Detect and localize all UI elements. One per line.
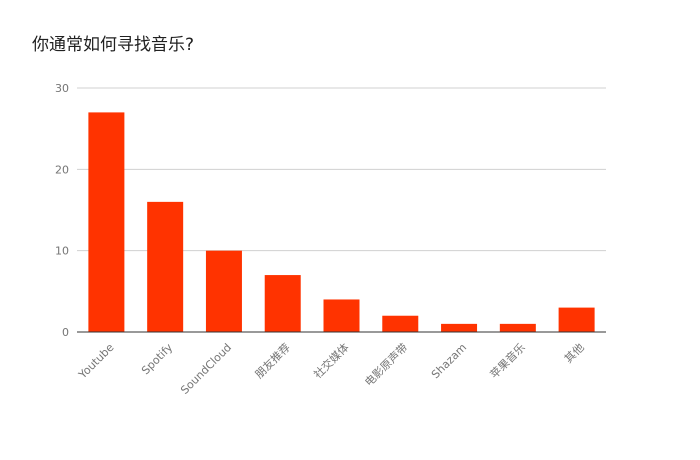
bar (441, 323, 478, 332)
bar (88, 112, 125, 333)
x-category-label: 朋友推荐 (252, 340, 293, 381)
x-category-label: SoundCloud (178, 341, 234, 397)
bar (205, 250, 242, 332)
x-category-label: 其他 (562, 341, 587, 366)
y-tick-label: 30 (55, 82, 69, 95)
x-category-label: Youtube (75, 341, 116, 382)
x-category-label: 社交媒体 (311, 340, 352, 381)
x-category-label: 苹果音乐 (487, 340, 528, 381)
bar (499, 323, 536, 332)
bar (147, 201, 184, 332)
bars (88, 112, 595, 333)
x-axis-category-labels: Youtube Spotify SoundCloud 朋友推荐 社交媒体 电影原声带 Sha… (75, 340, 586, 397)
bar (264, 275, 301, 332)
bar (382, 315, 419, 332)
y-tick-label: 10 (55, 245, 69, 258)
y-axis-tick-labels: 0 10 20 30 (55, 82, 69, 339)
bar (323, 299, 360, 332)
y-tick-label: 0 (62, 326, 69, 339)
x-category-label: Shazam (429, 341, 469, 381)
chart-title: 你通常如何寻找音乐? (32, 35, 195, 55)
x-category-label: Spotify (139, 341, 176, 378)
y-tick-label: 20 (55, 163, 69, 176)
x-category-label: 电影原声带 (362, 340, 411, 389)
bar (558, 307, 595, 332)
